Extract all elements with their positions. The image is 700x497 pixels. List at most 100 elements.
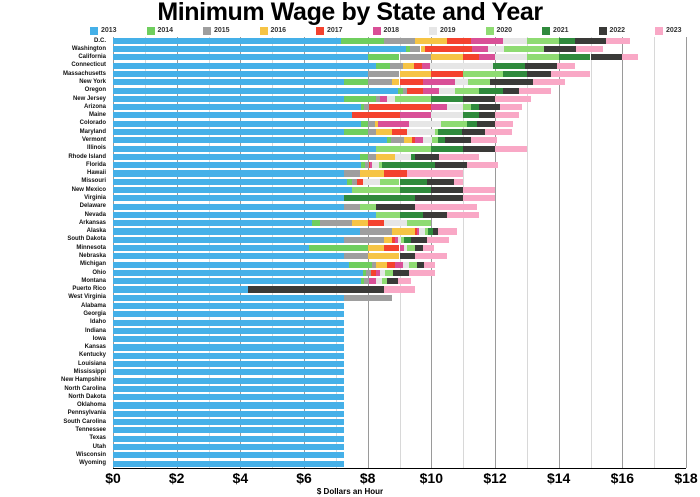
bar-segment-2019[interactable] [397,236,402,243]
bar-row[interactable] [113,319,686,326]
bar-segment-2017[interactable] [399,79,424,86]
bar-row[interactable] [113,369,686,376]
bar-row[interactable] [113,54,686,61]
bar-row[interactable] [113,228,686,235]
bar-segment-2013[interactable] [113,145,376,152]
bar-row[interactable] [113,377,686,384]
bar-row[interactable] [113,236,686,243]
bar-segment-2022[interactable] [461,128,486,136]
bar-row[interactable] [113,394,686,401]
bar-segment-2022[interactable] [423,211,448,218]
bar-segment-2015[interactable] [364,278,370,285]
bar-segment-2020[interactable] [381,278,387,285]
bar-row[interactable] [113,145,686,152]
bar-segment-2020[interactable] [407,245,416,252]
bar-segment-2016[interactable] [404,137,413,144]
bar-segment-2021[interactable] [399,178,427,185]
bar-segment-2013[interactable] [113,443,344,451]
bar-segment-2020[interactable] [375,211,400,218]
bar-segment-2013[interactable] [113,427,344,434]
legend-item-2014[interactable]: 2014 [146,26,173,35]
bar-segment-2013[interactable] [113,460,344,467]
bar-segment-2022[interactable] [445,137,471,144]
bar-segment-2017[interactable] [407,87,424,94]
bar-segment-2014[interactable] [359,153,368,160]
bar-segment-2014[interactable] [311,220,320,227]
bar-segment-2022[interactable] [393,269,410,276]
bar-segment-2018[interactable] [375,269,381,276]
bar-segment-2018[interactable] [369,278,376,285]
bar-segment-2013[interactable] [113,385,344,392]
bar-segment-2016[interactable] [375,128,392,136]
bar-segment-2014[interactable] [361,104,365,111]
bar-segment-2013[interactable] [113,253,344,260]
bar-segment-2013[interactable] [113,178,347,185]
bar-segment-2017[interactable] [391,128,408,136]
bar-segment-2013[interactable] [113,352,344,359]
bar-segment-2020[interactable] [379,162,383,169]
bar-segment-2015[interactable] [343,236,384,243]
bar-segment-2022[interactable] [432,228,438,235]
bar-segment-2016[interactable] [415,37,448,44]
bar-segment-2017[interactable] [424,46,473,53]
bar-segment-2021[interactable] [437,128,462,136]
bar-segment-2018[interactable] [394,261,403,268]
bar-segment-2013[interactable] [113,203,344,210]
bar-segment-2013[interactable] [113,303,344,310]
bar-row[interactable] [113,361,686,368]
bar-segment-2017[interactable] [431,70,464,78]
bar-segment-2016[interactable] [402,62,414,69]
bar-row[interactable] [113,37,686,44]
bar-segment-2023[interactable] [499,104,523,111]
bar-segment-2014[interactable] [343,79,368,86]
bar-segment-2022[interactable] [502,87,519,94]
bar-segment-2013[interactable] [113,79,344,86]
bar-segment-2013[interactable] [113,186,352,194]
bar-segment-2022[interactable] [476,120,495,127]
bar-segment-2023[interactable] [575,46,603,53]
bar-segment-2023[interactable] [622,54,639,61]
bar-segment-2020[interactable] [409,261,417,268]
bar-segment-2022[interactable] [415,195,464,202]
bar-segment-2019[interactable] [409,120,442,127]
bar-segment-2013[interactable] [113,452,344,459]
bar-segment-2019[interactable] [394,153,411,160]
bar-segment-2014[interactable] [343,95,376,102]
bar-segment-2022[interactable] [490,79,534,86]
bar-segment-2019[interactable] [488,46,505,53]
bar-segment-2013[interactable] [113,37,341,44]
bar-segment-2014[interactable] [360,120,368,127]
bar-segment-2013[interactable] [113,361,344,368]
bar-segment-2023[interactable] [437,228,457,235]
bar-row[interactable] [113,253,686,260]
bar-segment-2020[interactable] [407,220,432,227]
bar-segment-2023[interactable] [463,195,495,202]
bar-row[interactable] [113,460,686,467]
bar-segment-2020[interactable] [434,128,438,136]
bar-segment-2021[interactable] [466,120,477,127]
bar-segment-2013[interactable] [113,211,376,218]
legend-item-2019[interactable]: 2019 [429,26,456,35]
bar-segment-2013[interactable] [113,245,309,252]
bar-segment-2013[interactable] [113,236,344,243]
bar-segment-2023[interactable] [606,37,631,44]
bar-row[interactable] [113,153,686,160]
bar-segment-2013[interactable] [113,137,387,144]
bar-segment-2023[interactable] [453,178,464,185]
bar-segment-2021[interactable] [558,54,591,61]
bar-segment-2020[interactable] [504,46,544,53]
bar-segment-2015[interactable] [366,269,371,276]
bar-segment-2015[interactable] [343,253,368,260]
bar-segment-2015[interactable] [365,162,370,169]
bar-segment-2022[interactable] [463,145,495,152]
bar-segment-2022[interactable] [386,278,398,285]
bar-segment-2015[interactable] [343,170,360,177]
bar-segment-2022[interactable] [544,46,576,53]
legend-item-2017[interactable]: 2017 [316,26,343,35]
bar-segment-2016[interactable] [375,261,387,268]
bar-segment-2013[interactable] [113,228,360,235]
bar-segment-2013[interactable] [113,220,312,227]
bar-row[interactable] [113,294,686,301]
bar-segment-2022[interactable] [479,112,495,119]
bar-segment-2017[interactable] [413,62,422,69]
